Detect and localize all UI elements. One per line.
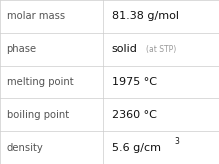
Text: 81.38 g/mol: 81.38 g/mol: [112, 11, 179, 21]
Text: density: density: [7, 143, 43, 153]
Text: 5.6 g/cm: 5.6 g/cm: [112, 143, 161, 153]
Text: 1975 °C: 1975 °C: [112, 77, 157, 87]
Text: boiling point: boiling point: [7, 110, 69, 120]
Text: melting point: melting point: [7, 77, 73, 87]
Text: molar mass: molar mass: [7, 11, 65, 21]
Text: solid: solid: [112, 44, 138, 54]
Text: 3: 3: [174, 137, 179, 145]
Text: 2360 °C: 2360 °C: [112, 110, 157, 120]
Text: (at STP): (at STP): [146, 45, 176, 54]
Text: phase: phase: [7, 44, 37, 54]
